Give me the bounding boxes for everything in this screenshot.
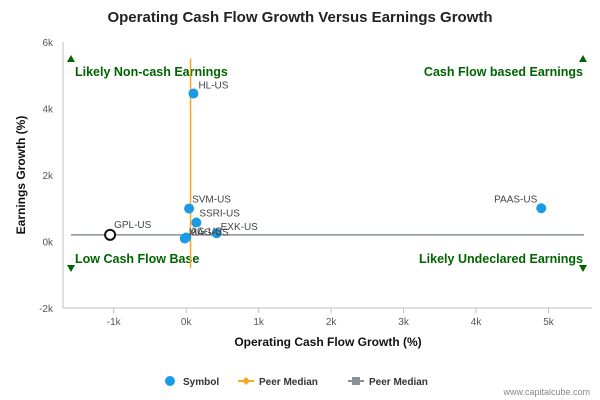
data-point bbox=[188, 88, 199, 99]
legend-item-label: Symbol bbox=[183, 377, 219, 388]
data-point bbox=[191, 217, 202, 228]
legend-square-marker bbox=[352, 377, 360, 385]
data-point-label: SSRI-US bbox=[199, 209, 240, 220]
legend: Symbol Peer Median Peer Median bbox=[165, 376, 428, 388]
data-point-label: PAAS-US bbox=[494, 194, 537, 205]
y-tick-label: 0k bbox=[42, 238, 54, 249]
highlight-point-label: GPL-US bbox=[114, 220, 152, 231]
data-point bbox=[536, 203, 547, 214]
x-tick-label: -1k bbox=[107, 317, 122, 328]
data-point bbox=[184, 203, 195, 214]
credit-text: www.capitalcube.com bbox=[502, 387, 590, 397]
legend-diamond-marker bbox=[242, 377, 250, 385]
quadrant-label-top-left: Likely Non-cash Earnings bbox=[75, 65, 228, 79]
data-point-label: MAG-US bbox=[189, 228, 229, 239]
highlight-point bbox=[104, 228, 117, 241]
y-tick-label: 6k bbox=[42, 38, 54, 49]
data-point bbox=[179, 233, 190, 244]
data-point-label: HL-US bbox=[198, 81, 228, 92]
quadrant-triangle-bottom-right bbox=[579, 265, 587, 272]
x-tick-label: 1k bbox=[253, 317, 265, 328]
x-tick-label: 3k bbox=[398, 317, 410, 328]
plot-area: -1k 0k 1k 2k 3k 4k 5k -2k 0k 2k 4k 6k Likely Non-cas… bbox=[39, 38, 592, 328]
y-tick-label: 2k bbox=[42, 171, 54, 182]
x-axis-label: Operating Cash Flow Growth (%) bbox=[234, 335, 421, 349]
quadrant-label-top-right: Cash Flow based Earnings bbox=[424, 65, 583, 79]
data-point-label: SVM-US bbox=[192, 195, 231, 206]
legend-item-label: Peer Median bbox=[369, 377, 428, 388]
x-tick-label: 4k bbox=[471, 317, 483, 328]
x-tick-label: 2k bbox=[326, 317, 338, 328]
y-tick-label: -2k bbox=[39, 304, 54, 315]
data-point-label: EXK-US bbox=[221, 222, 259, 233]
quadrant-label-bottom-left: Low Cash Flow Base bbox=[75, 252, 199, 266]
legend-symbol-marker bbox=[165, 376, 175, 386]
legend-item-label: Peer Median bbox=[259, 377, 318, 388]
data-point-label: AG-US bbox=[190, 227, 222, 238]
data-point bbox=[211, 228, 222, 239]
chart-title: Operating Cash Flow Growth Versus Earnin… bbox=[107, 9, 492, 26]
quadrant-triangle-top-right bbox=[579, 55, 587, 62]
quadrant-triangle-bottom-left bbox=[67, 265, 75, 272]
y-axis-label: Earnings Growth (%) bbox=[14, 116, 28, 235]
quadrant-label-bottom-right: Likely Undeclared Earnings bbox=[419, 252, 583, 266]
x-tick-label: 5k bbox=[543, 317, 555, 328]
quadrant-triangle-top-left bbox=[67, 55, 75, 62]
x-tick-label: 0k bbox=[181, 317, 193, 328]
y-tick-label: 4k bbox=[42, 105, 54, 116]
